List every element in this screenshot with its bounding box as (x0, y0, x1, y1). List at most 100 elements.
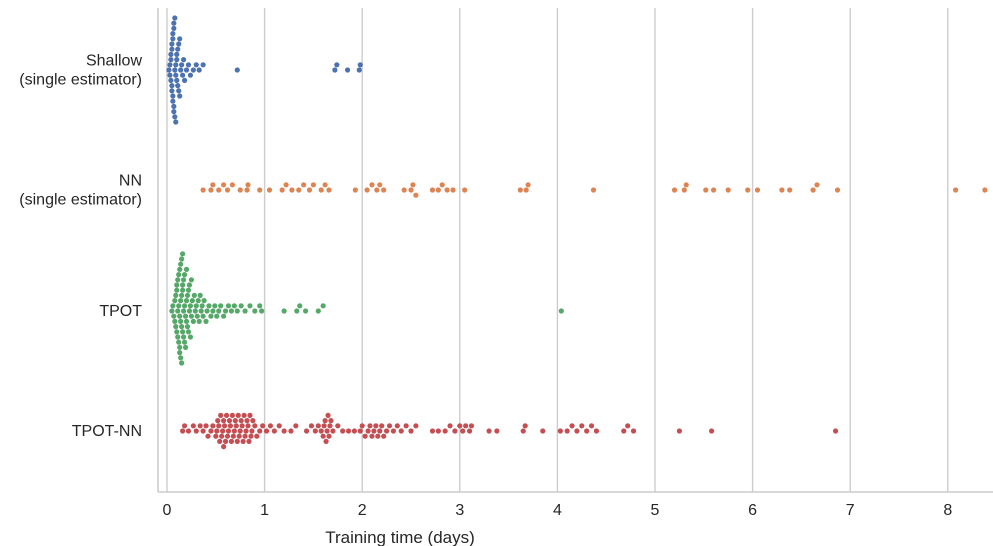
data-point (185, 329, 192, 335)
data-point (357, 428, 363, 434)
data-point (176, 303, 182, 309)
data-point (318, 428, 324, 434)
data-point (168, 77, 174, 83)
data-point (182, 344, 189, 350)
data-point (174, 329, 180, 335)
data-point (315, 423, 321, 429)
data-point (450, 187, 456, 193)
data-point (232, 418, 238, 424)
data-point (373, 423, 379, 429)
data-point (169, 46, 175, 52)
data-point (523, 187, 529, 193)
data-point (351, 428, 357, 434)
data-point (362, 433, 368, 439)
data-point (257, 428, 263, 434)
data-point (320, 433, 326, 439)
data-point (310, 182, 316, 188)
data-point (201, 298, 207, 304)
data-point (185, 287, 192, 293)
category-label-line: TPOT-NN (72, 423, 142, 440)
data-point (364, 187, 370, 193)
data-point (356, 67, 362, 73)
data-point (344, 67, 351, 73)
data-point (178, 318, 184, 324)
data-point (413, 192, 419, 198)
data-point (179, 292, 185, 298)
data-point (466, 428, 473, 434)
data-point (293, 423, 299, 429)
data-point (193, 428, 199, 434)
data-point (384, 428, 390, 434)
data-point (225, 303, 232, 309)
data-point (340, 428, 346, 434)
data-point (178, 298, 184, 304)
data-point (410, 182, 416, 188)
data-point (193, 62, 199, 68)
data-point (196, 67, 202, 73)
data-point (168, 57, 174, 63)
data-point (296, 187, 302, 193)
x-tick-label: 4 (553, 502, 562, 519)
data-point (229, 182, 235, 188)
data-point (832, 428, 839, 434)
data-point (525, 182, 531, 188)
data-point (177, 93, 183, 99)
data-point (247, 412, 253, 418)
data-point (408, 428, 414, 434)
data-point (176, 272, 182, 278)
data-point (190, 67, 196, 73)
data-point (558, 308, 564, 314)
data-point (394, 423, 400, 429)
data-point (216, 423, 222, 429)
data-point (248, 433, 254, 439)
data-point (245, 182, 251, 188)
data-point (169, 41, 175, 47)
data-point (237, 187, 243, 193)
data-point (187, 72, 194, 78)
data-point (171, 313, 177, 319)
data-point (301, 182, 307, 188)
data-point (365, 428, 371, 434)
data-point (203, 318, 209, 324)
data-point (281, 308, 287, 314)
data-point (175, 46, 181, 52)
data-point (318, 187, 324, 193)
data-point (408, 187, 414, 193)
data-point (172, 318, 178, 324)
data-point (200, 428, 206, 434)
data-point (213, 433, 219, 439)
data-point (188, 277, 194, 283)
data-point (683, 182, 689, 188)
data-point (359, 423, 365, 429)
data-point (191, 292, 197, 298)
data-point (208, 313, 214, 319)
data-point (172, 298, 178, 304)
data-point (237, 428, 243, 434)
category-label-line: (single estimator) (19, 72, 142, 89)
data-point (190, 318, 196, 324)
data-point (630, 428, 637, 434)
data-point (231, 428, 237, 434)
data-point (574, 428, 580, 434)
data-point (257, 303, 263, 309)
data-point (593, 428, 600, 434)
data-point (249, 428, 255, 434)
x-tick-label: 6 (748, 502, 757, 519)
data-point (215, 418, 221, 424)
data-point (221, 182, 227, 188)
category-label-line: (single estimator) (19, 192, 142, 209)
data-point (179, 324, 185, 330)
data-point (196, 318, 202, 324)
data-point (377, 428, 383, 434)
data-point (252, 308, 258, 314)
data-point (180, 308, 187, 314)
data-point (174, 57, 180, 63)
data-point (200, 187, 206, 193)
data-point (219, 433, 225, 439)
data-point (326, 433, 332, 439)
data-point (540, 428, 546, 434)
data-point (210, 423, 216, 429)
x-tick-label: 7 (846, 502, 855, 519)
data-point (167, 72, 173, 78)
data-point (294, 308, 300, 314)
